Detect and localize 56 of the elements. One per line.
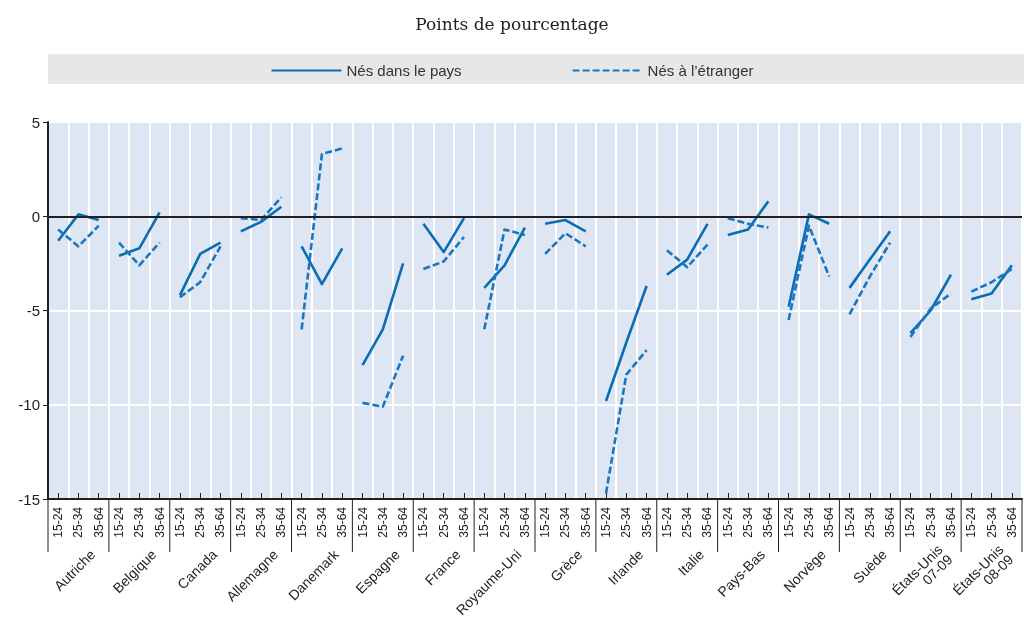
x-tick-label: 15-24 [477, 506, 492, 538]
x-tick-label: 25-34 [801, 506, 816, 538]
legend-label: Nés dans le pays [346, 62, 462, 79]
x-tick-label: 25-34 [497, 506, 512, 538]
x-tick-label: 35-64 [639, 506, 654, 538]
x-tick-label: 35-64 [456, 506, 471, 538]
x-tick-label: 25-34 [71, 506, 86, 538]
x-tick-label: 35-64 [822, 506, 837, 538]
x-tick-label: 25-34 [619, 506, 634, 538]
x-tick-label: 25-34 [923, 506, 938, 538]
x-tick-label: 25-34 [984, 506, 999, 538]
x-tick-label: 35-64 [1004, 506, 1019, 538]
x-tick-label: 15-24 [720, 506, 735, 538]
chart-subtitle: Points de pourcentage [415, 13, 609, 34]
x-tick-label: 25-34 [680, 506, 695, 538]
x-tick-label: 35-64 [396, 506, 411, 538]
x-tick-label: 15-24 [51, 506, 66, 538]
x-tick-label: 15-24 [964, 506, 979, 538]
x-tick-label: 35-64 [213, 506, 228, 538]
x-tick-label: 35-64 [517, 506, 532, 538]
x-tick-label: 25-34 [741, 506, 756, 538]
x-tick-label: 35-64 [152, 506, 167, 538]
x-tick-label: 25-34 [862, 506, 877, 538]
x-tick-label: 25-34 [314, 506, 329, 538]
x-tick-label: 25-34 [254, 506, 269, 538]
x-tick-label: 35-64 [335, 506, 350, 538]
y-tick-label: -10 [18, 396, 40, 414]
x-tick-label: 35-64 [883, 506, 898, 538]
y-tick-label: 5 [31, 113, 40, 131]
x-tick-label: 35-64 [700, 506, 715, 538]
x-tick-label: 15-24 [659, 506, 674, 538]
x-tick-label: 25-34 [436, 506, 451, 538]
x-tick-label: 15-24 [112, 506, 127, 538]
y-tick-label: -15 [18, 490, 40, 508]
x-tick-label: 15-24 [842, 506, 857, 538]
x-tick-label: 25-34 [193, 506, 208, 538]
x-tick-label: 35-64 [91, 506, 106, 538]
x-tick-label: 35-64 [943, 506, 958, 538]
x-tick-label: 15-24 [355, 506, 370, 538]
x-tick-label: 15-24 [294, 506, 309, 538]
x-tick-label: 15-24 [538, 506, 553, 538]
x-tick-label: 25-34 [375, 506, 390, 538]
x-tick-label: 15-24 [903, 506, 918, 538]
x-tick-label: 35-64 [761, 506, 776, 538]
x-tick-label: 35-64 [578, 506, 593, 538]
legend-label: Nés à l’étranger [647, 62, 754, 79]
x-tick-label: 25-34 [132, 506, 147, 538]
x-tick-label: 15-24 [172, 506, 187, 538]
x-tick-label: 15-24 [233, 506, 248, 538]
x-tick-label: 35-64 [274, 506, 289, 538]
x-tick-label: 15-24 [416, 506, 431, 538]
y-tick-label: -5 [26, 302, 40, 319]
x-tick-label: 15-24 [781, 506, 796, 538]
x-tick-label: 15-24 [599, 506, 614, 538]
y-tick-label: 0 [31, 207, 40, 225]
x-tick-label: 25-34 [558, 506, 573, 538]
